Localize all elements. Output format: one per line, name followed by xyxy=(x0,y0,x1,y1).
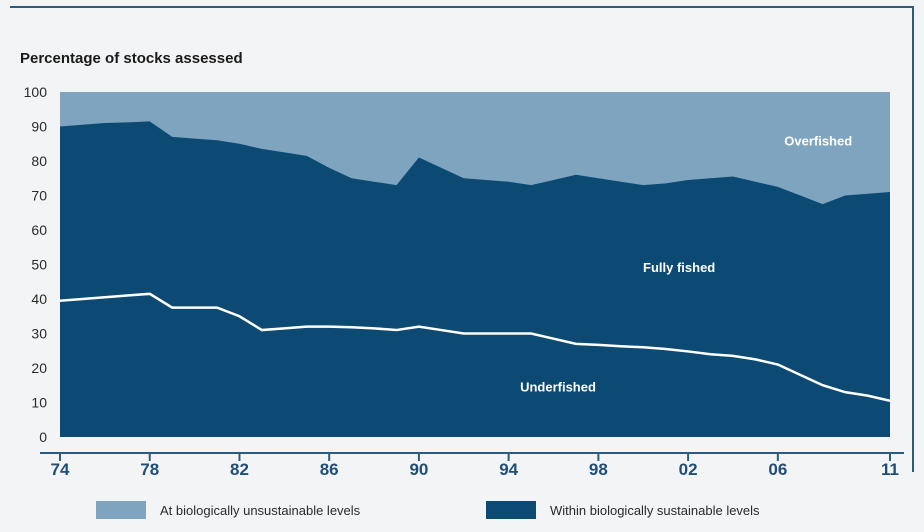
y-tick-label: 60 xyxy=(31,222,47,238)
legend-label-unsustainable: At biologically unsustainable levels xyxy=(160,502,361,518)
x-tick-label: 98 xyxy=(589,460,608,479)
y-tick-label: 10 xyxy=(31,395,47,411)
underfished-line xyxy=(59,292,891,402)
y-tick-label: 20 xyxy=(31,360,47,376)
legend-item-unsustainable: At biologically unsustainable levels xyxy=(96,496,360,524)
fully-fished-label: Fully fished xyxy=(643,260,715,275)
legend-swatch-sustainable xyxy=(486,501,536,519)
legend-label-sustainable: Within biologically sustainable levels xyxy=(550,502,760,518)
y-axis-title: Percentage of stocks assessed xyxy=(20,50,243,67)
legend-item-sustainable: Within biologically sustainable levels xyxy=(486,496,760,524)
y-axis-ticks: 0 10 20 30 40 50 60 70 80 90 100 xyxy=(24,84,48,445)
y-tick-label: 50 xyxy=(31,257,47,273)
sustainable-area xyxy=(60,121,890,437)
y-tick-label: 30 xyxy=(31,326,47,342)
x-tick-label: 78 xyxy=(140,460,159,479)
y-tick-label: 80 xyxy=(31,153,47,169)
y-tick-label: 40 xyxy=(31,291,47,307)
x-tick-label: 82 xyxy=(230,460,249,479)
x-tick-label: 74 xyxy=(51,460,70,479)
x-tick-label: 86 xyxy=(320,460,339,479)
y-tick-label: 90 xyxy=(31,119,47,135)
y-tick-label: 0 xyxy=(39,429,47,445)
frame-top-border xyxy=(10,6,914,8)
y-tick-label: 70 xyxy=(31,188,47,204)
x-tick-label: 94 xyxy=(499,460,518,479)
overfished-label: Overfished xyxy=(784,133,852,148)
frame-right-border xyxy=(912,6,914,472)
legend-swatch-unsustainable xyxy=(96,501,146,519)
x-tick-label: 90 xyxy=(409,460,428,479)
x-axis: 74 78 82 86 90 94 98 02 06 11 xyxy=(40,452,904,479)
x-tick-label: 02 xyxy=(679,460,698,479)
y-tick-label: 100 xyxy=(24,84,48,100)
underfished-label: Underfished xyxy=(520,379,596,394)
x-tick-label: 06 xyxy=(768,460,787,479)
x-tick-label: 11 xyxy=(881,460,899,479)
